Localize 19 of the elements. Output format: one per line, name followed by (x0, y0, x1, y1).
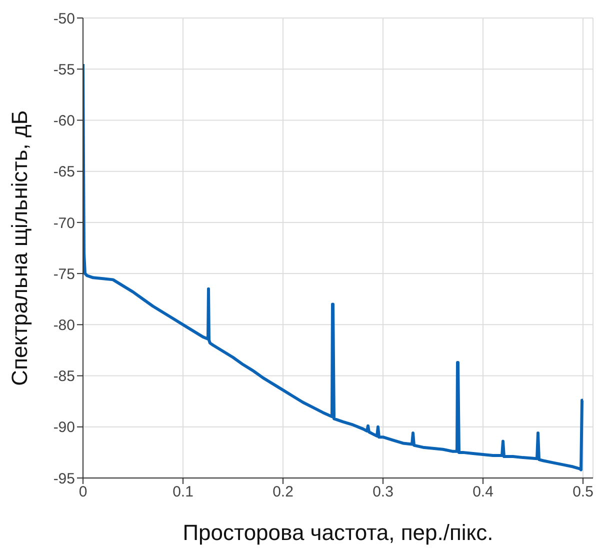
y-tick-label: -65 (53, 164, 75, 181)
y-tick-label: -95 (53, 470, 75, 488)
x-tick-label: 0.1 (172, 484, 194, 501)
y-tick-label: -80 (53, 316, 75, 334)
y-tick-label: -50 (53, 10, 75, 28)
x-tick-label: 0.3 (372, 484, 394, 501)
y-tick-label: -90 (53, 419, 75, 436)
x-tick-label: 0.4 (472, 484, 494, 501)
y-tick-label: -55 (53, 61, 75, 78)
x-tick-label: 0 (78, 484, 88, 501)
x-axis-title: Просторова частота, пер./пікс. (182, 520, 494, 545)
y-tick-label: -75 (53, 266, 75, 283)
y-tick-label: -85 (53, 368, 75, 386)
y-tick-label: -70 (53, 214, 75, 232)
y-axis-title: Спектральна щільність, дБ (6, 110, 32, 386)
x-tick-label: 0.5 (572, 484, 594, 501)
y-tick-label: -60 (53, 112, 75, 130)
x-tick-label: 0.2 (272, 484, 294, 501)
line-series (83, 62, 584, 472)
